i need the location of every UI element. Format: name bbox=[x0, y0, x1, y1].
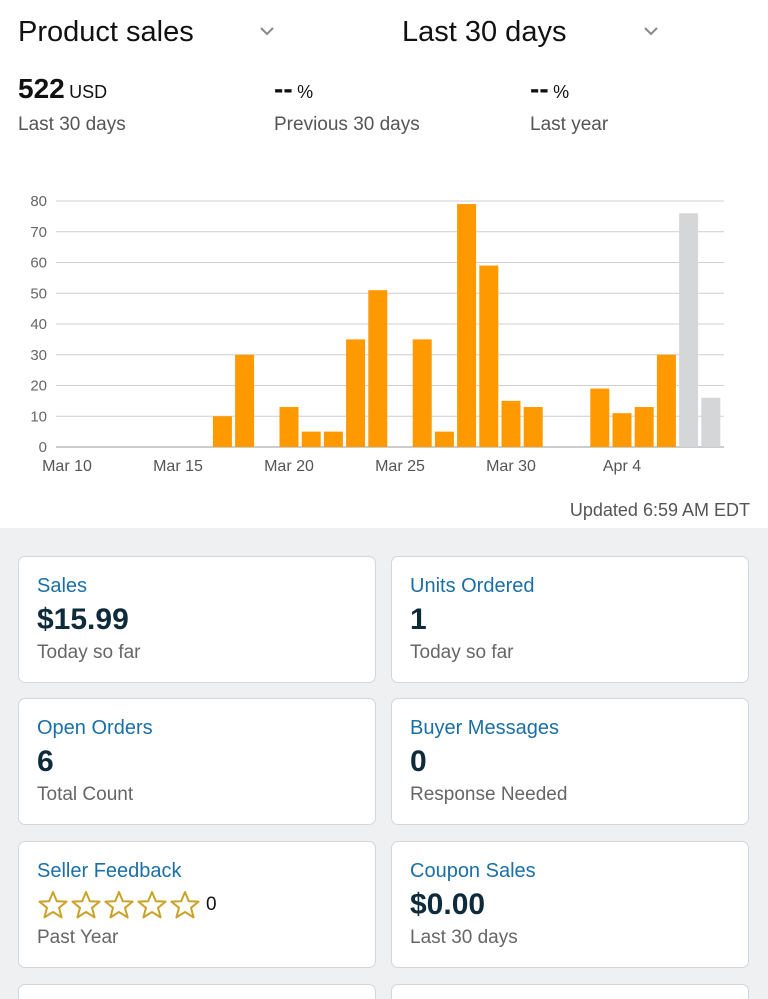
chart-bar bbox=[235, 354, 255, 447]
card-title: Open Orders bbox=[37, 717, 153, 739]
chart-bar bbox=[412, 339, 432, 447]
card-subtitle: Today so far bbox=[410, 642, 514, 663]
chart-bar bbox=[656, 354, 676, 447]
y-tick-label: 40 bbox=[30, 316, 47, 333]
chart-bar bbox=[612, 413, 632, 447]
star-rating: 0 bbox=[37, 890, 217, 920]
card-title: Seller Feedback bbox=[37, 860, 182, 882]
chevron-down-icon[interactable] bbox=[258, 22, 276, 40]
chart-bar bbox=[301, 431, 321, 447]
stat-last-30-days: 522 USD Last 30 days bbox=[18, 72, 126, 136]
stat-unit: % bbox=[553, 82, 570, 102]
x-tick-label: Mar 10 bbox=[42, 458, 92, 475]
chart-bar bbox=[368, 290, 388, 447]
card-title: Sales bbox=[37, 575, 88, 597]
y-tick-label: 10 bbox=[30, 408, 47, 425]
stat-label: Last year bbox=[530, 114, 609, 135]
y-tick-label: 50 bbox=[30, 285, 47, 302]
metric-dropdown-label: Product sales bbox=[18, 15, 194, 48]
card-subtitle: Total Count bbox=[37, 784, 134, 805]
card-value: $15.99 bbox=[37, 603, 129, 636]
sales-bar-chart: 0 10 20 30 40 50 60 70 80 Mar 10 Mar 15 Mar 20 Mar 2… bbox=[30, 193, 724, 475]
x-tick-label: Apr 4 bbox=[603, 458, 641, 475]
card-value: 0 bbox=[410, 745, 427, 778]
card-partial[interactable] bbox=[18, 984, 376, 999]
metric-dropdown[interactable]: Product sales bbox=[18, 12, 194, 52]
star-outline-icon bbox=[103, 890, 135, 920]
y-tick-label: 0 bbox=[39, 439, 47, 456]
stat-value: -- bbox=[274, 73, 293, 104]
dashboard-cards: Sales $15.99 Today so far Units Ordered … bbox=[0, 528, 768, 999]
card-title: Units Ordered bbox=[410, 575, 535, 597]
star-outline-icon bbox=[136, 890, 168, 920]
stat-value: -- bbox=[530, 73, 549, 104]
chevron-down-icon[interactable] bbox=[642, 22, 660, 40]
card-units-ordered[interactable]: Units Ordered 1 Today so far bbox=[391, 556, 749, 683]
x-tick-label: Mar 25 bbox=[375, 458, 425, 475]
stat-unit: % bbox=[297, 82, 314, 102]
y-tick-label: 20 bbox=[30, 378, 47, 395]
range-dropdown-label: Last 30 days bbox=[402, 15, 567, 48]
card-value: 1 bbox=[410, 603, 427, 636]
card-buyer-messages[interactable]: Buyer Messages 0 Response Needed bbox=[391, 698, 749, 825]
star-outline-icon bbox=[37, 890, 69, 920]
chart-bar bbox=[434, 431, 454, 447]
x-tick-label: Mar 15 bbox=[153, 458, 203, 475]
card-title: Buyer Messages bbox=[410, 717, 559, 739]
chart-bar bbox=[634, 407, 654, 447]
chart-bar bbox=[457, 204, 477, 447]
stat-label: Last 30 days bbox=[18, 114, 126, 135]
chart-bar bbox=[679, 213, 699, 447]
card-coupon-sales[interactable]: Coupon Sales $0.00 Last 30 days bbox=[391, 841, 749, 968]
card-value: $0.00 bbox=[410, 888, 486, 921]
star-outline-icon bbox=[169, 890, 201, 920]
y-tick-label: 70 bbox=[30, 224, 47, 241]
x-tick-label: Mar 30 bbox=[486, 458, 536, 475]
card-subtitle: Today so far bbox=[37, 642, 141, 663]
stat-unit: USD bbox=[69, 82, 108, 102]
card-partial[interactable] bbox=[391, 984, 749, 999]
stat-previous-30-days: -- % Previous 30 days bbox=[274, 72, 420, 136]
star-outline-icon bbox=[70, 890, 102, 920]
chart-bar bbox=[501, 400, 521, 447]
chart-bar bbox=[479, 265, 499, 447]
card-subtitle: Last 30 days bbox=[410, 927, 518, 948]
card-title: Coupon Sales bbox=[410, 860, 536, 882]
range-dropdown[interactable]: Last 30 days bbox=[402, 12, 566, 52]
stat-last-year: -- % Last year bbox=[530, 72, 608, 136]
card-value: 6 bbox=[37, 745, 54, 778]
chart-bar bbox=[346, 339, 366, 447]
y-tick-label: 80 bbox=[30, 193, 47, 210]
chart-bar bbox=[590, 388, 610, 447]
card-seller-feedback[interactable]: Seller Feedback 0 Past Year bbox=[18, 841, 376, 968]
card-subtitle: Past Year bbox=[37, 927, 119, 948]
chart-bar bbox=[701, 397, 721, 447]
chart-bar bbox=[212, 416, 232, 447]
updated-timestamp: Updated 6:59 AM EDT bbox=[569, 500, 750, 520]
y-tick-label: 60 bbox=[30, 255, 47, 272]
sales-summary-panel: Product sales Last 30 days 522 USD Last … bbox=[18, 12, 750, 520]
stat-value: 522 bbox=[18, 73, 65, 104]
card-sales[interactable]: Sales $15.99 Today so far bbox=[18, 556, 376, 683]
x-tick-label: Mar 20 bbox=[264, 458, 314, 475]
card-subtitle: Response Needed bbox=[410, 784, 568, 805]
chart-bar bbox=[279, 407, 299, 447]
chart-bar bbox=[323, 431, 343, 447]
y-tick-label: 30 bbox=[30, 347, 47, 364]
chart-bar bbox=[523, 407, 543, 447]
feedback-count: 0 bbox=[206, 894, 217, 915]
stat-label: Previous 30 days bbox=[274, 114, 420, 135]
card-open-orders[interactable]: Open Orders 6 Total Count bbox=[18, 698, 376, 825]
